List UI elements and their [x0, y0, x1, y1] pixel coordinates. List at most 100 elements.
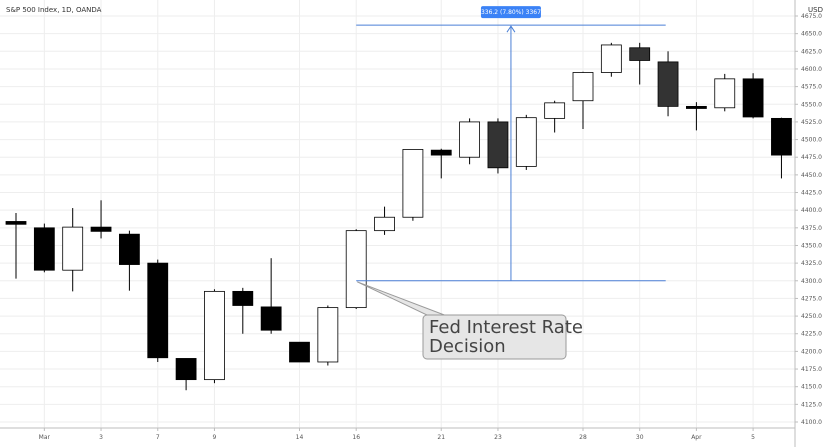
y-tick-label: 4100.0 [801, 419, 822, 426]
candle-body [345, 230, 367, 309]
measure-arrow-head [506, 25, 516, 33]
y-tick-label: 4175.0 [801, 366, 822, 373]
y-tick-label: 4475.0 [801, 154, 822, 161]
x-tick-label: 30 [636, 434, 644, 441]
y-tick-label: 4125.0 [801, 401, 822, 408]
candle-body [402, 149, 424, 218]
x-tick-label: 21 [437, 434, 445, 441]
candle [62, 208, 84, 292]
candle-body [5, 221, 27, 225]
candle [686, 102, 707, 131]
y-tick-label: 4350.0 [801, 242, 822, 249]
y-tick-label: 4225.0 [801, 331, 822, 338]
candle [232, 287, 254, 334]
x-tick-label: 16 [352, 434, 360, 441]
currency-label: USD [808, 6, 823, 14]
y-tick-label: 4375.0 [801, 225, 822, 232]
candle [600, 42, 622, 77]
y-tick-label: 4300.0 [801, 278, 822, 285]
x-tick-labels: Mar 3 7 9 14 16 21 23 28 30 Apr 5 [39, 428, 755, 441]
candle [629, 42, 651, 85]
callout-text-line: Decision [429, 336, 506, 357]
candle-body [147, 262, 169, 359]
candles [5, 42, 792, 391]
x-tick-label: 14 [296, 434, 304, 441]
y-tick-label: 4600.0 [801, 66, 822, 73]
measure-tool: 336.2 (7.80%) 3367 [356, 6, 666, 282]
candle [260, 258, 282, 334]
x-tick-label: 23 [494, 434, 502, 441]
candle-body [232, 290, 254, 306]
x-tick-label: 28 [579, 434, 587, 441]
candle-body [515, 117, 537, 167]
candle-body [600, 44, 622, 73]
y-tick-label: 4500.0 [801, 137, 822, 144]
y-tick-label: 4650.0 [801, 31, 822, 38]
candle-body [260, 306, 282, 331]
candle [204, 289, 225, 384]
candle-body [90, 226, 112, 232]
candle-body [175, 358, 197, 381]
y-tick-label: 4450.0 [801, 172, 822, 179]
candle [515, 114, 537, 170]
candle [374, 206, 395, 235]
candle [289, 341, 310, 363]
candle [119, 230, 140, 291]
candle-body [119, 233, 140, 265]
candle [5, 212, 27, 279]
x-tick-label: Apr [691, 434, 702, 441]
callout-joint [429, 315, 447, 318]
y-tick-label: 4675.0 [801, 13, 822, 20]
y-tick-label: 4150.0 [801, 384, 822, 391]
candle-body [430, 149, 452, 156]
candle-body [544, 102, 566, 119]
measure-badge [480, 6, 541, 19]
candle-body [572, 72, 594, 102]
y-tick-label: 4275.0 [801, 295, 822, 302]
candle [459, 118, 481, 165]
candle [430, 148, 452, 179]
candle-body [657, 61, 679, 107]
candle [345, 229, 367, 310]
callout-text-line: Fed Interest Rate [429, 317, 583, 338]
candle-body [686, 105, 707, 109]
candle [657, 51, 679, 117]
grid [0, 0, 795, 428]
candle [572, 71, 594, 129]
candle-body [62, 226, 84, 271]
candle-body [771, 117, 792, 156]
x-tick-label: 9 [213, 434, 217, 441]
candle [402, 149, 424, 221]
candle [90, 200, 112, 239]
y-tick-label: 4575.0 [801, 84, 822, 91]
candle [487, 118, 509, 174]
y-tick-label: 4550.0 [801, 101, 822, 108]
candle [175, 358, 197, 391]
candle-body [33, 227, 55, 271]
x-tick-label: 7 [156, 434, 160, 441]
y-tick-label: 4325.0 [801, 260, 822, 267]
y-tick-label: 4525.0 [801, 119, 822, 126]
candle-body [629, 47, 651, 61]
callout-box [422, 314, 567, 360]
candle-body [374, 216, 395, 232]
chart-title: S&P 500 Index, 1D, OANDA [6, 6, 102, 14]
y-tick-label: 4425.0 [801, 190, 822, 197]
candle [544, 100, 566, 133]
candle-body [459, 121, 481, 158]
measure-badge-text: 336.2 (7.80%) 3367 [481, 9, 541, 16]
axes [0, 0, 796, 447]
x-tick-label: 3 [99, 434, 103, 441]
candle-body [204, 290, 225, 381]
y-tick-label: 4400.0 [801, 207, 822, 214]
candle-body [714, 78, 736, 109]
y-tick-labels: 4100.0 4125.0 4150.0 4175.0 4200.0 4225.0 4250… [795, 13, 822, 426]
x-tick-label: Mar [39, 434, 51, 441]
candle [317, 305, 339, 366]
y-tick-label: 4200.0 [801, 348, 822, 355]
candle-body [317, 307, 339, 363]
y-tick-label: 4250.0 [801, 313, 822, 320]
x-tick-label: 5 [751, 434, 755, 441]
